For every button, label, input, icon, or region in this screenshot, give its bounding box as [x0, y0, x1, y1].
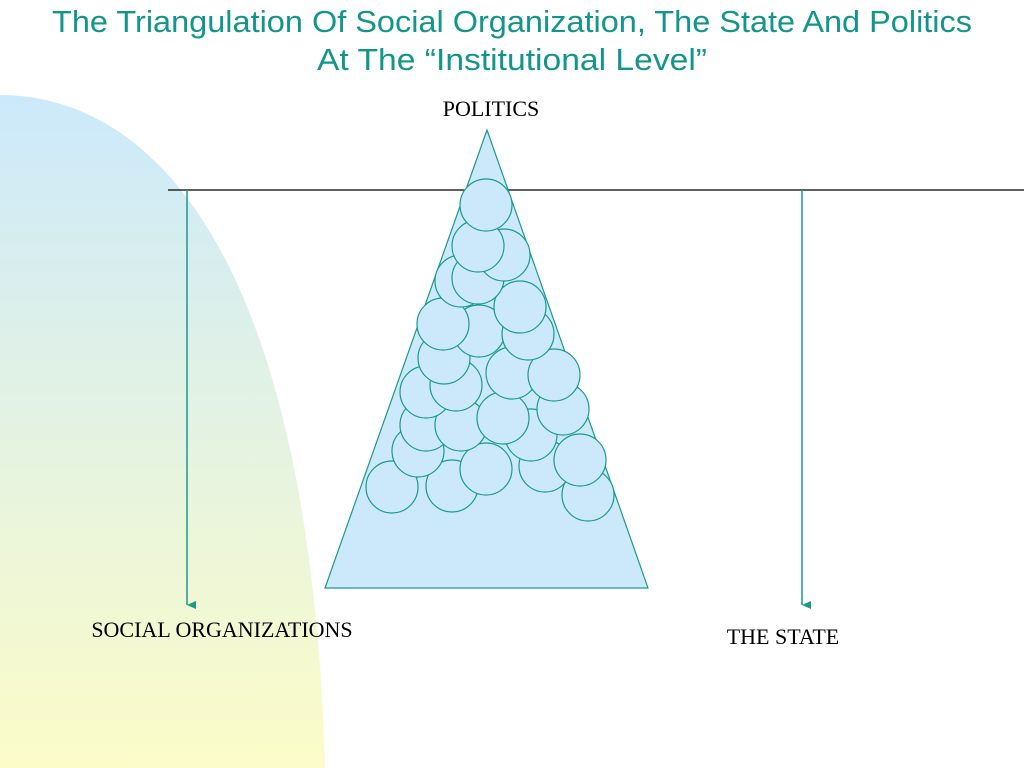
circle-group: [365, 178, 615, 522]
circle: [493, 280, 547, 334]
label: POLITICS: [443, 96, 540, 121]
title-line: The Triangulation Of Social Organization…: [52, 4, 972, 39]
circle: [553, 433, 607, 487]
label: SOCIAL ORGANIZATIONS: [91, 617, 352, 642]
background-shape: [0, 95, 325, 768]
circle: [459, 442, 513, 496]
title-line: At The “Institutional Level”: [317, 42, 707, 77]
circle: [476, 391, 530, 445]
circle: [459, 178, 513, 232]
label: THE STATE: [727, 624, 840, 649]
circle: [527, 348, 581, 402]
